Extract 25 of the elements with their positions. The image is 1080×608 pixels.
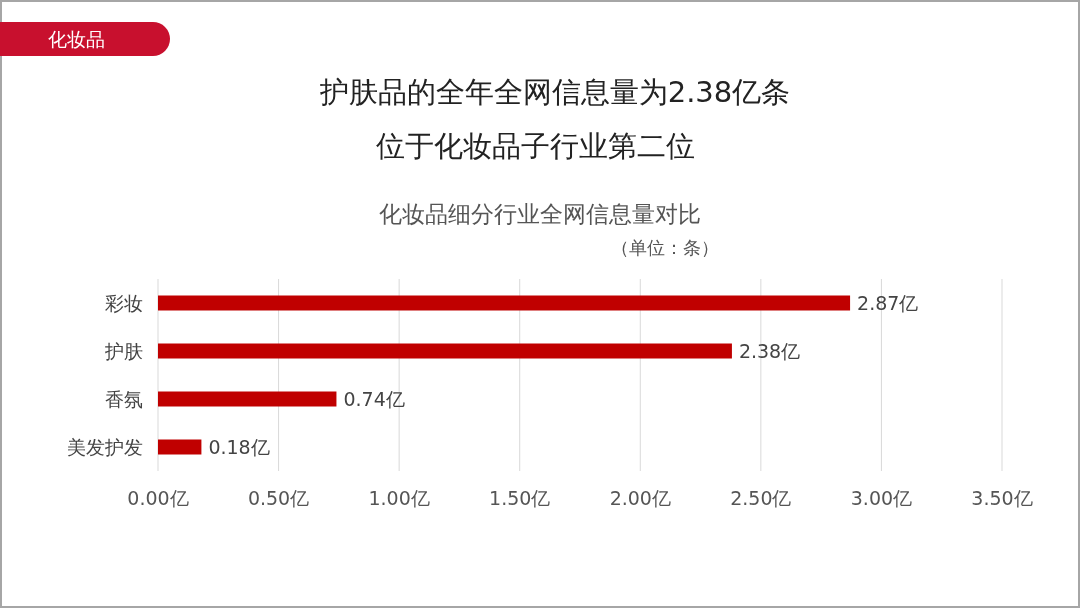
text: 化妆品 — [47, 28, 105, 50]
data-label: 2.38亿 — [738, 340, 801, 362]
y-tick-label: 香氛 — [105, 388, 143, 410]
data-label: 2.87亿 — [857, 292, 919, 314]
bar — [158, 295, 851, 311]
y-tick-label: 护肤 — [104, 340, 143, 362]
data-label: 0.74亿 — [343, 388, 405, 410]
x-tick-label: 0.50亿 — [247, 487, 310, 509]
bar — [158, 391, 337, 407]
y-tick-label: 美发护发 — [67, 436, 143, 458]
x-tick-label: 3.50亿 — [971, 487, 1033, 509]
x-tick-label: 2.50亿 — [730, 487, 792, 509]
x-tick-label: 0.00亿 — [127, 487, 189, 509]
chart-title: 护肤品的全年全网信息量为2.38亿条 — [318, 75, 791, 109]
bar — [158, 439, 202, 455]
chart-subtitle: 位于化妆品子行业第二位 — [375, 129, 695, 163]
text: （单位：条） — [611, 236, 719, 258]
x-tick-label: 2.00亿 — [609, 487, 671, 509]
bar — [158, 343, 732, 359]
x-tick-label: 3.00亿 — [850, 487, 913, 509]
text: 化妆品细分行业全网信息量对比 — [379, 201, 701, 227]
data-label: 0.18亿 — [208, 436, 270, 458]
y-tick-label: 彩妆 — [105, 292, 143, 314]
x-tick-label: 1.00亿 — [368, 487, 430, 509]
x-tick-label: 1.50亿 — [489, 487, 551, 509]
